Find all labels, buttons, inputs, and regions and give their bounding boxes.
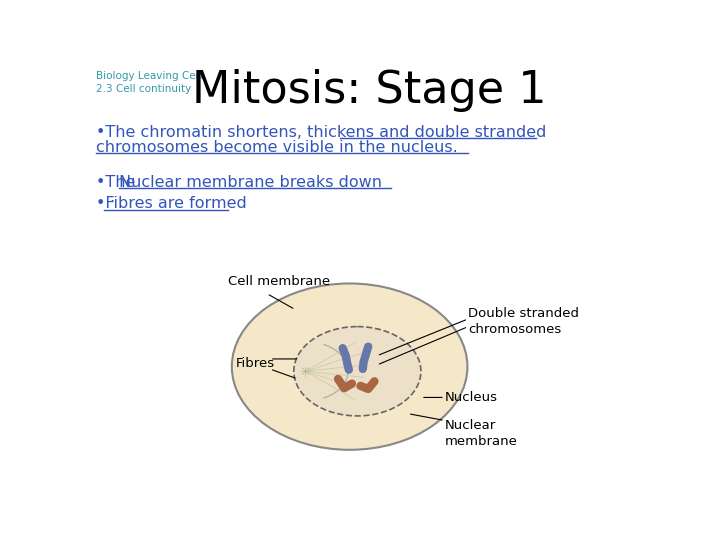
Ellipse shape	[294, 327, 421, 416]
Text: Nuclear
membrane: Nuclear membrane	[445, 419, 518, 448]
Text: Biology Leaving Cert
2.3 Cell continuity: Biology Leaving Cert 2.3 Cell continuity	[96, 71, 204, 94]
Text: Nucleus: Nucleus	[445, 391, 498, 404]
Text: •The chromatin shortens, thickens and double stranded: •The chromatin shortens, thickens and do…	[96, 125, 546, 140]
Text: •The: •The	[96, 175, 140, 190]
Text: .: .	[109, 190, 114, 205]
Text: •Fibres are formed: •Fibres are formed	[96, 197, 247, 212]
Text: Fibres: Fibres	[235, 357, 275, 370]
Text: Mitosis: Stage 1: Mitosis: Stage 1	[192, 70, 546, 112]
Ellipse shape	[232, 284, 467, 450]
Text: Double stranded
chromosomes: Double stranded chromosomes	[468, 307, 579, 336]
Text: chromosomes become visible in the nucleus.: chromosomes become visible in the nucleu…	[96, 140, 458, 156]
Text: Nuclear membrane breaks down: Nuclear membrane breaks down	[120, 175, 382, 190]
Text: Cell membrane: Cell membrane	[228, 275, 330, 288]
